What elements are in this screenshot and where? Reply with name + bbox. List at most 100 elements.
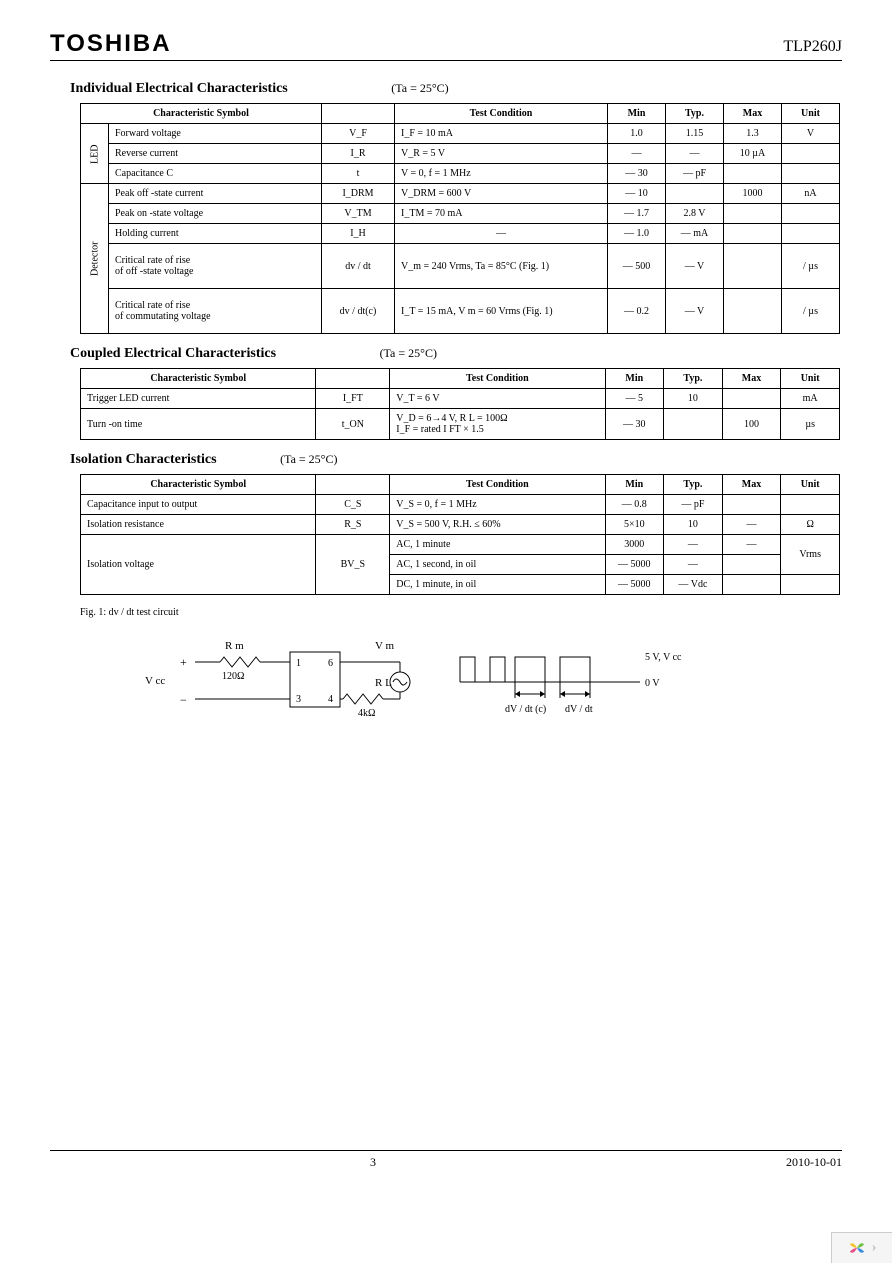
th-typ: Typ.: [666, 104, 724, 124]
cell: Peak on -state voltage: [109, 204, 322, 224]
cell: V_D = 6→4 V, R L = 100Ω I_F = rated I FT…: [390, 409, 605, 440]
cell: Trigger LED current: [81, 389, 316, 409]
table-row: Holding current I_H — — 1.0 — mA: [81, 224, 840, 244]
table-row: Capacitance C t V = 0, f = 1 MHz — 30 — …: [81, 164, 840, 184]
cell: 1.3: [724, 124, 782, 144]
label-rm: R m: [225, 640, 244, 652]
cell: — V: [666, 289, 724, 334]
group-detector: Detector: [81, 184, 109, 334]
circuit-diagram: V cc + − R m 120Ω 1 3 6 4 V m: [100, 624, 842, 744]
footer-date: 2010-10-01: [786, 1155, 842, 1170]
part-number: TLP260J: [783, 38, 842, 56]
table-row: Turn -on time t_ON V_D = 6→4 V, R L = 10…: [81, 409, 840, 440]
th-min: Min: [608, 104, 666, 124]
title-text: Individual Electrical Characteristics: [70, 81, 288, 96]
cell: Ω: [781, 515, 840, 535]
cell: t: [322, 164, 395, 184]
label-r4k: 4kΩ: [358, 708, 375, 719]
cell: [722, 389, 781, 409]
cell: Turn -on time: [81, 409, 316, 440]
cell: — 10: [608, 184, 666, 204]
table-header-row: Characteristic Symbol Test Condition Min…: [81, 369, 840, 389]
cell: [782, 164, 840, 184]
cell: V_DRM = 600 V: [395, 184, 608, 204]
cell: I_DRM: [322, 184, 395, 204]
th-min: Min: [605, 475, 664, 495]
cell: [781, 575, 840, 595]
label-rl: R L: [375, 677, 392, 689]
th-cond: Test Condition: [395, 104, 608, 124]
label-dvdtc: dV / dt (c): [505, 704, 546, 715]
cell: Critical rate of rise of commutating vol…: [109, 289, 322, 334]
cell: 5×10: [605, 515, 664, 535]
cell: — 0.8: [605, 495, 664, 515]
cell: nA: [782, 184, 840, 204]
cell: mA: [781, 389, 840, 409]
label-r120: 120Ω: [222, 671, 244, 682]
table-individual: Characteristic Symbol Test Condition Min…: [80, 103, 840, 334]
cell: I_FT: [316, 389, 390, 409]
th-sym: [322, 104, 395, 124]
cell: [724, 204, 782, 224]
pin-4: 4: [328, 694, 333, 705]
circuit-svg: V cc + − R m 120Ω 1 3 6 4 V m: [100, 624, 720, 744]
cell: — 500: [608, 244, 666, 289]
cell: [781, 495, 840, 515]
group-led: LED: [81, 124, 109, 184]
cell: V_S = 0, f = 1 MHz: [390, 495, 605, 515]
cell: —: [664, 555, 723, 575]
cell: 3000: [605, 535, 664, 555]
cell: 10: [664, 515, 723, 535]
th-max: Max: [722, 369, 781, 389]
brand-logo: TOSHIBA: [50, 30, 172, 58]
cell: 100: [722, 409, 781, 440]
cell: I_TM = 70 mA: [395, 204, 608, 224]
th-max: Max: [724, 104, 782, 124]
cell: t_ON: [316, 409, 390, 440]
table-row: Capacitance input to output C_S V_S = 0,…: [81, 495, 840, 515]
cell: C_S: [316, 495, 390, 515]
section-title-individual: Individual Electrical Characteristics (T…: [70, 81, 842, 97]
label-wave-lo: 0 V: [645, 678, 660, 689]
cell: AC, 1 second, in oil: [390, 555, 605, 575]
table-isolation: Characteristic Symbol Test Condition Min…: [80, 474, 840, 595]
table-header-row: Characteristic Symbol Test Condition Min…: [81, 104, 840, 124]
corner-widget[interactable]: ›: [831, 1232, 892, 1263]
cell: [724, 224, 782, 244]
cell: [664, 409, 723, 440]
cell: [722, 555, 781, 575]
cell: [782, 204, 840, 224]
page-footer: 3 2010-10-01: [50, 1150, 842, 1170]
cell: — mA: [666, 224, 724, 244]
pin-6: 6: [328, 658, 333, 669]
cell: V_m = 240 Vrms, Ta = 85°C (Fig. 1): [395, 244, 608, 289]
pin-1: 1: [296, 658, 301, 669]
th-min: Min: [605, 369, 664, 389]
cell: — 30: [608, 164, 666, 184]
pin-3: 3: [296, 694, 301, 705]
cell: — Vdc: [664, 575, 723, 595]
label-dvdt: dV / dt: [565, 704, 593, 715]
cell: Holding current: [109, 224, 322, 244]
title-text: Isolation Characteristics: [70, 452, 217, 467]
cell: [782, 144, 840, 164]
cell: 10 µA: [724, 144, 782, 164]
section-title-coupled: Coupled Electrical Characteristics (Ta =…: [70, 346, 842, 362]
ta-condition: (Ta = 25°C): [280, 452, 337, 466]
cell: dv / dt: [322, 244, 395, 289]
cell: Isolation resistance: [81, 515, 316, 535]
table-row: Isolation resistance R_S V_S = 500 V, R.…: [81, 515, 840, 535]
cell: — 5000: [605, 575, 664, 595]
cell: Capacitance input to output: [81, 495, 316, 515]
cell: — 5: [605, 389, 664, 409]
cell: V = 0, f = 1 MHz: [395, 164, 608, 184]
cell: [724, 164, 782, 184]
ta-condition: (Ta = 25°C): [391, 81, 448, 95]
th-unit: Unit: [781, 475, 840, 495]
th-charsym: Characteristic Symbol: [81, 369, 316, 389]
cell: — 30: [605, 409, 664, 440]
cell: 1000: [724, 184, 782, 204]
th-unit: Unit: [781, 369, 840, 389]
cell: 10: [664, 389, 723, 409]
cell: [666, 184, 724, 204]
